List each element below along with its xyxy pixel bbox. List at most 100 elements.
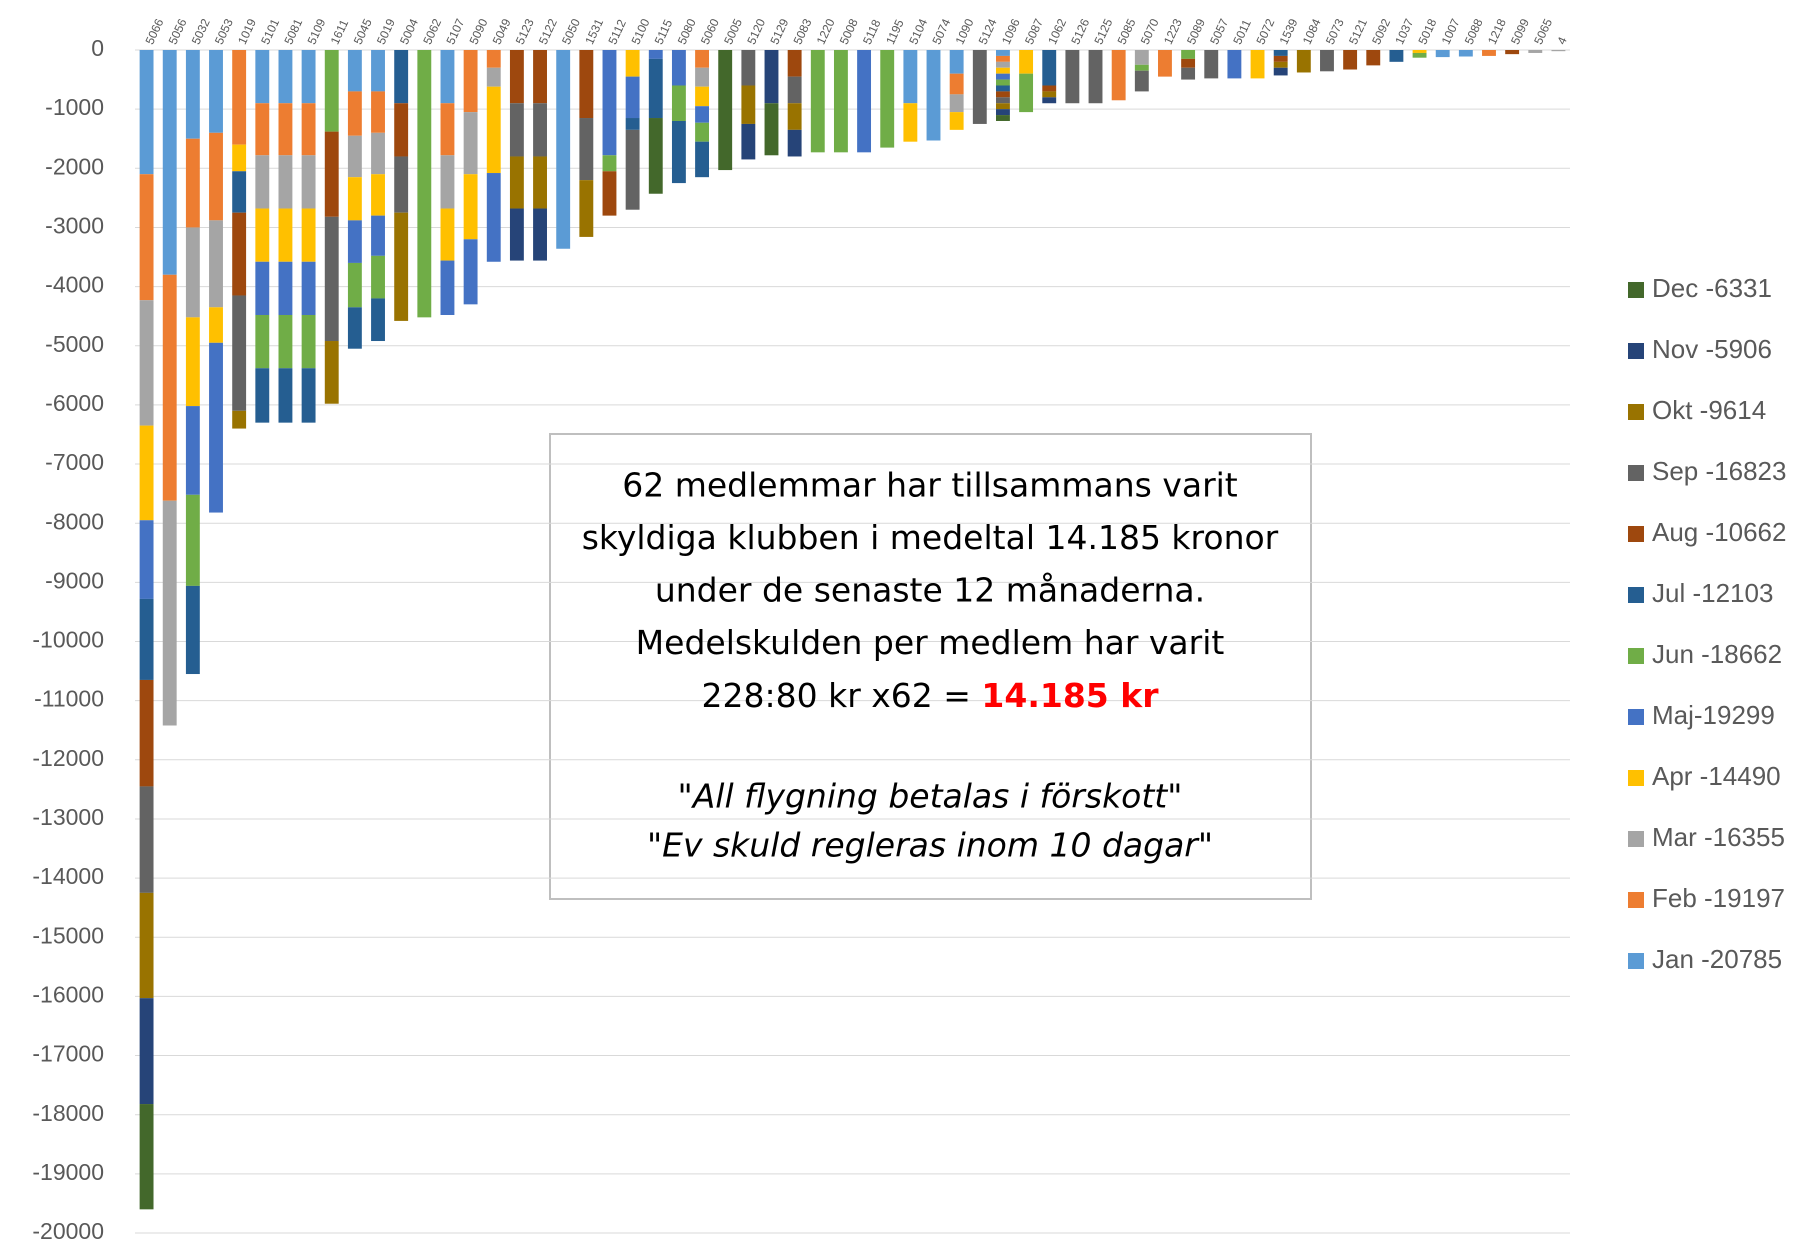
bar-segment (579, 118, 594, 181)
bar-segment (185, 50, 200, 139)
bar-segment (232, 171, 247, 213)
y-tick-label: -9000 (45, 567, 104, 593)
x-tick-label: 1611 (328, 17, 352, 47)
annotation-line: skyldiga klubben i medeltal 14.185 krono… (582, 518, 1279, 557)
bar-segment (996, 103, 1010, 110)
bar-segment (440, 208, 455, 261)
bar-segment (1412, 50, 1427, 53)
bar-segment (764, 103, 779, 156)
bar-segment (1320, 50, 1334, 72)
bar-segment (417, 50, 432, 318)
y-tick-label: -13000 (32, 804, 104, 830)
annotation-line: 62 medlemmar har tillsammans varit (622, 466, 1238, 505)
x-tick-label: 5125 (1091, 16, 1115, 46)
legend-label: Apr -14490 (1652, 761, 1781, 791)
x-tick-label: 1223 (1161, 16, 1185, 46)
bar-segment (671, 85, 686, 121)
bar-segment (1134, 50, 1149, 65)
bar-segment (463, 239, 478, 305)
bar-segment (671, 120, 686, 184)
bar-segment (162, 274, 177, 501)
bar-segment (996, 115, 1010, 121)
y-tick-label: -8000 (45, 508, 104, 534)
bar-segment (209, 220, 223, 308)
bar-segment (324, 341, 339, 404)
bar-segment (1019, 73, 1034, 113)
legend-label: Sep -16823 (1652, 456, 1786, 486)
bar-segment (903, 103, 918, 142)
bar-segment (1273, 61, 1288, 68)
x-tick-label: 1084 (1300, 16, 1324, 46)
bar-segment (301, 261, 316, 315)
x-tick-label: 5118 (860, 17, 884, 47)
x-tick-label: 5074 (929, 16, 953, 46)
legend-swatch (1628, 587, 1644, 603)
x-tick-label: 5065 (1531, 16, 1555, 46)
bar-segment (1551, 50, 1566, 52)
bar-segment (463, 112, 478, 175)
bar-segment (440, 50, 455, 104)
bar-segment (324, 131, 339, 217)
bar-segment (1505, 50, 1520, 55)
x-tick-label: 5045 (351, 16, 375, 46)
legend-label: Jun -18662 (1652, 639, 1782, 669)
x-tick-label: 5088 (1462, 16, 1486, 46)
bar-segment (996, 55, 1010, 62)
bar-segment (926, 50, 941, 141)
bar-segment (301, 314, 316, 369)
x-tick-label: 5107 (443, 16, 467, 46)
bar-segment (232, 144, 247, 172)
x-tick-label: 5004 (397, 16, 421, 46)
x-tick-label: 1007 (1439, 16, 1463, 46)
annotation-quote: "Ev skuld regleras inom 10 dagar" (647, 826, 1213, 865)
x-tick-label: 1531 (582, 16, 606, 46)
x-tick-label: 5122 (536, 16, 560, 46)
legend-swatch (1628, 648, 1644, 664)
bar-segment (1181, 50, 1196, 59)
bar-segment (949, 73, 964, 95)
bar-segment (255, 50, 270, 104)
bar-segment (1042, 50, 1057, 86)
bar-segment (903, 50, 918, 104)
legend-label: Mar -16355 (1652, 822, 1785, 852)
bar-segment (764, 50, 779, 104)
bar-segment (463, 174, 478, 240)
bar-segment (209, 307, 223, 343)
bar-segment (347, 220, 362, 263)
bar-segment (255, 314, 270, 369)
bar-segment (255, 261, 270, 315)
bar-segment (695, 141, 709, 178)
legend-swatch (1628, 709, 1644, 725)
bar-segment (695, 122, 709, 142)
annotation-box (549, 433, 1312, 900)
x-tick-label: 5112 (605, 17, 629, 47)
bar-segment (347, 262, 362, 308)
bar-segment (139, 998, 154, 1105)
legend-swatch (1628, 282, 1644, 298)
bar-segment (1273, 55, 1288, 62)
bar-segment (255, 155, 270, 209)
bar-segment (1366, 50, 1381, 66)
bar-segment (880, 50, 895, 148)
x-tick-label: 5124 (976, 16, 1000, 46)
formula-highlight: 14.185 kr (981, 676, 1159, 715)
bar-segment (301, 103, 316, 156)
x-tick-label: 5115 (652, 17, 676, 47)
x-tick-label: 1220 (814, 16, 838, 46)
legend-label: Nov -5906 (1652, 334, 1772, 364)
bar-segment (949, 112, 964, 130)
bar-segment (139, 300, 154, 426)
bar-segment (347, 177, 362, 221)
x-tick-label: 5005 (721, 16, 745, 46)
bar-segment (139, 786, 154, 893)
bar-segment (996, 73, 1010, 80)
x-tick-label: 1195 (883, 17, 907, 47)
bar-segment (371, 91, 385, 133)
bar-segment (185, 585, 200, 675)
legend-label: Jul -12103 (1652, 578, 1773, 608)
bar-segment (1111, 50, 1126, 101)
x-tick-label: 5056 (166, 16, 190, 46)
bar-segment (139, 425, 154, 521)
bar-segment (996, 67, 1010, 74)
legend-swatch (1628, 831, 1644, 847)
